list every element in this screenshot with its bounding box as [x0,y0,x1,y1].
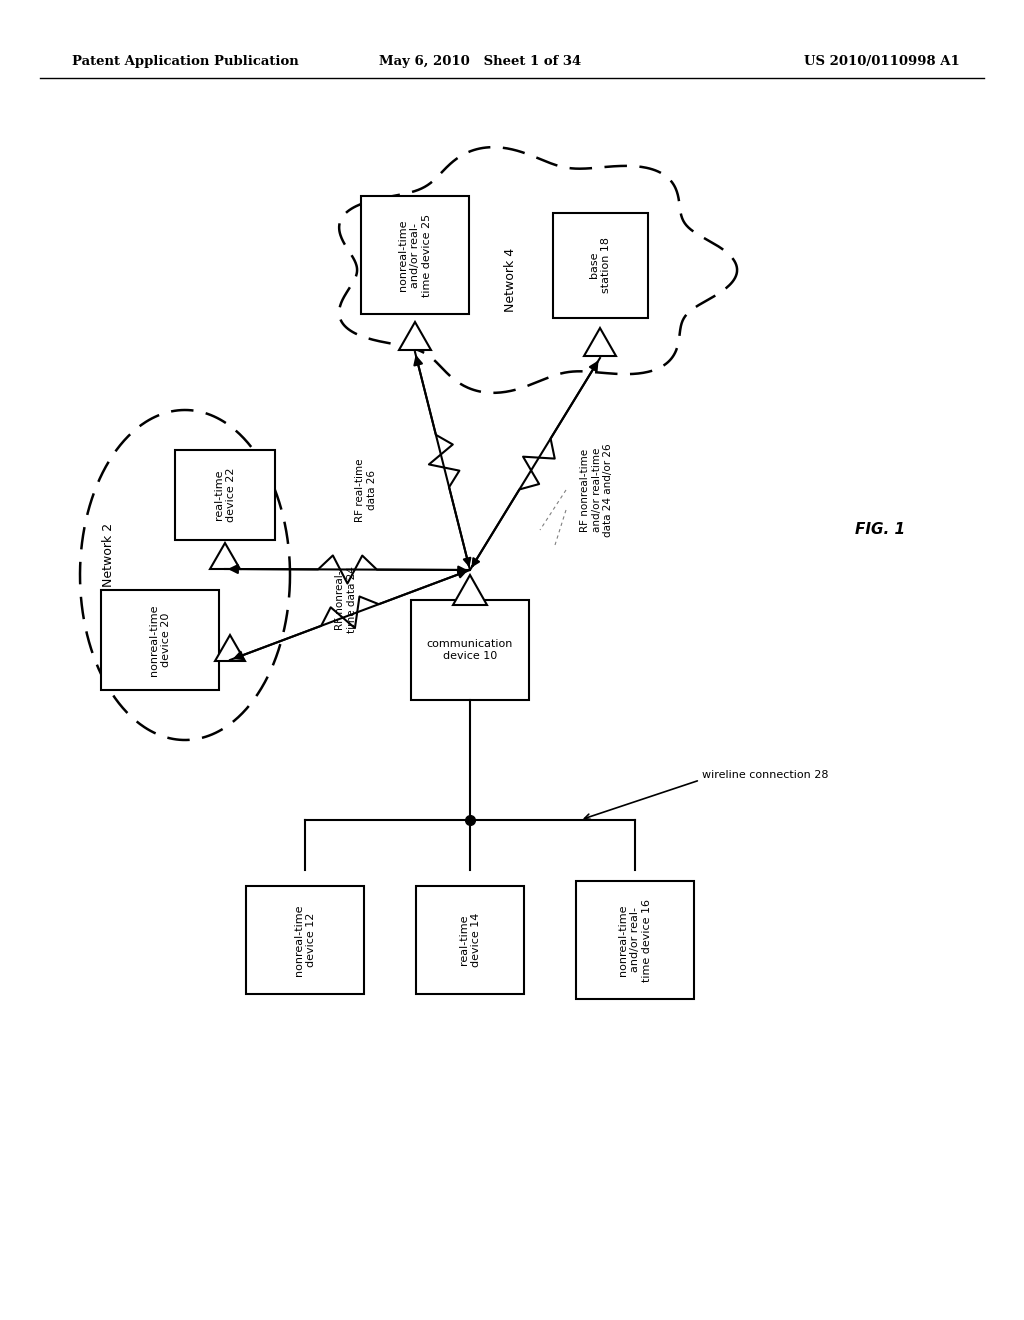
Text: RF real-time
data 26: RF real-time data 26 [355,458,377,521]
Text: Network 4: Network 4 [504,248,516,312]
Polygon shape [584,327,616,356]
Bar [101,590,219,690]
Text: RF nonreal-time
and/or real-time
data 24 and/or 26: RF nonreal-time and/or real-time data 24… [580,444,613,537]
Polygon shape [210,543,240,569]
Bar [361,195,469,314]
Text: FIG. 1: FIG. 1 [855,523,905,537]
Text: communication
device 10: communication device 10 [427,639,513,661]
Text: RF nonreal-
time data 24: RF nonreal- time data 24 [335,566,356,634]
Text: nonreal-time
and/or real-
time device 16: nonreal-time and/or real- time device 16 [618,899,651,982]
Text: US 2010/0110998 A1: US 2010/0110998 A1 [804,55,961,69]
Text: nonreal-time
device 20: nonreal-time device 20 [150,605,171,676]
Text: nonreal-time
device 12: nonreal-time device 12 [294,904,315,975]
Text: Patent Application Publication: Patent Application Publication [72,55,299,69]
Polygon shape [399,322,431,350]
Bar [175,450,275,540]
Text: wireline connection 28: wireline connection 28 [702,770,828,780]
Polygon shape [215,635,245,661]
Text: base
station 18: base station 18 [589,238,610,293]
Text: real-time
device 22: real-time device 22 [214,467,236,523]
Text: real-time
device 14: real-time device 14 [459,913,481,968]
Bar [416,886,524,994]
Text: nonreal-time
and/or real-
time device 25: nonreal-time and/or real- time device 25 [398,214,431,297]
Text: May 6, 2010   Sheet 1 of 34: May 6, 2010 Sheet 1 of 34 [379,55,582,69]
Polygon shape [453,576,487,605]
Bar [575,880,694,999]
Bar [411,601,529,700]
Text: Network 2: Network 2 [101,523,115,587]
Bar [246,886,364,994]
Bar [553,213,647,318]
